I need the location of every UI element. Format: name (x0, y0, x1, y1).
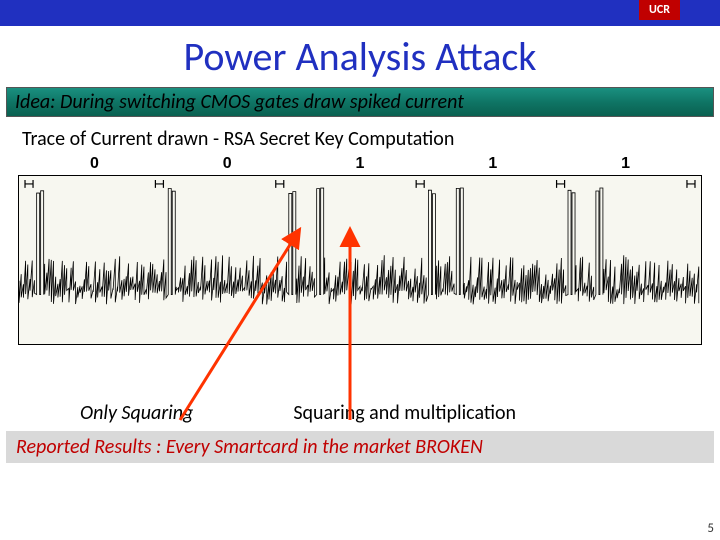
bit-label: 1 (426, 155, 559, 173)
slide-title: Power Analysis Attack (0, 32, 720, 81)
bit-label: 1 (559, 155, 692, 173)
idea-text: Idea: During switching CMOS gates draw s… (15, 90, 464, 114)
bit-label: 1 (294, 155, 427, 173)
power-trace-chart (18, 175, 702, 345)
lower-labels: Only Squaring Squaring and multiplicatio… (0, 401, 720, 425)
results-band: Reported Results : Every Smartcard in th… (6, 431, 714, 463)
header-bar: UCR (0, 0, 720, 26)
bit-label: 0 (28, 155, 161, 173)
page-number: 5 (707, 521, 714, 536)
label-squaring-and-multiplication: Squaring and multiplication (293, 401, 516, 425)
results-text: Reported Results : Every Smartcard in th… (16, 435, 483, 459)
label-only-squaring: Only Squaring (80, 401, 193, 425)
ucr-badge: UCR (639, 0, 680, 20)
idea-band: Idea: During switching CMOS gates draw s… (6, 87, 714, 117)
bit-label: 0 (161, 155, 294, 173)
bit-labels-row: 00111 (18, 155, 702, 175)
chart-region: 00111 (18, 155, 702, 345)
trace-caption: Trace of Current drawn - RSA Secret Key … (22, 127, 720, 151)
